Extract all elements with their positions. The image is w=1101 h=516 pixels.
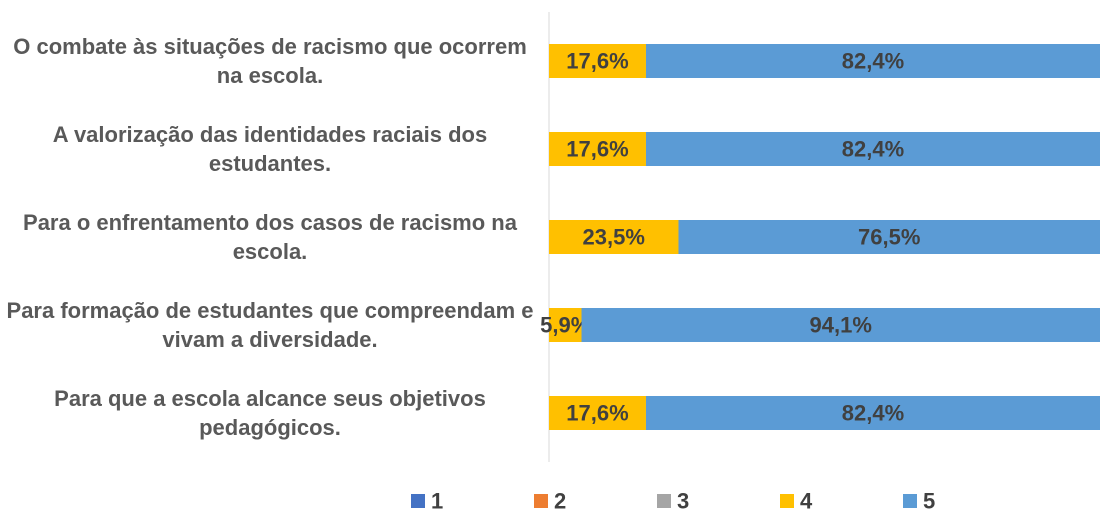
category-label: Para formação de estudantes que compreen… [6, 298, 534, 352]
value-label: 17,6% [566, 137, 628, 162]
bar-segment [645, 44, 1100, 78]
bar-segment [549, 132, 646, 166]
bar-segment [549, 396, 646, 430]
value-label: 17,6% [566, 401, 628, 426]
category-label: Para que a escola alcance seus objetivos… [54, 386, 486, 440]
legend-swatch [780, 494, 794, 508]
value-label: 82,4% [842, 49, 904, 74]
category-label: O combate às situações de racismo que oc… [13, 34, 527, 88]
bar-segment [645, 396, 1100, 430]
value-label: 23,5% [583, 225, 645, 250]
value-label: 76,5% [858, 225, 920, 250]
value-label: 82,4% [842, 137, 904, 162]
bar-segment [645, 132, 1100, 166]
value-label: 82,4% [842, 401, 904, 426]
legend-label: 1 [431, 489, 443, 514]
legend-label: 4 [800, 489, 813, 514]
bar-segment [581, 308, 1100, 342]
legend-swatch [411, 494, 425, 508]
value-label: 94,1% [810, 313, 872, 338]
legend-swatch [534, 494, 548, 508]
legend-label: 3 [677, 489, 689, 514]
category-label: A valorização das identidades raciais do… [52, 122, 488, 176]
bar-segment [678, 220, 1100, 254]
value-label: 17,6% [566, 49, 628, 74]
category-label: Para o enfrentamento dos casos de racism… [23, 210, 517, 264]
bar-segment [549, 44, 646, 78]
legend-label: 5 [923, 489, 935, 514]
bar-segment [549, 308, 582, 342]
legend-swatch [903, 494, 917, 508]
legend-label: 2 [554, 489, 566, 514]
legend-swatch [657, 494, 671, 508]
bar-segment [549, 220, 679, 254]
